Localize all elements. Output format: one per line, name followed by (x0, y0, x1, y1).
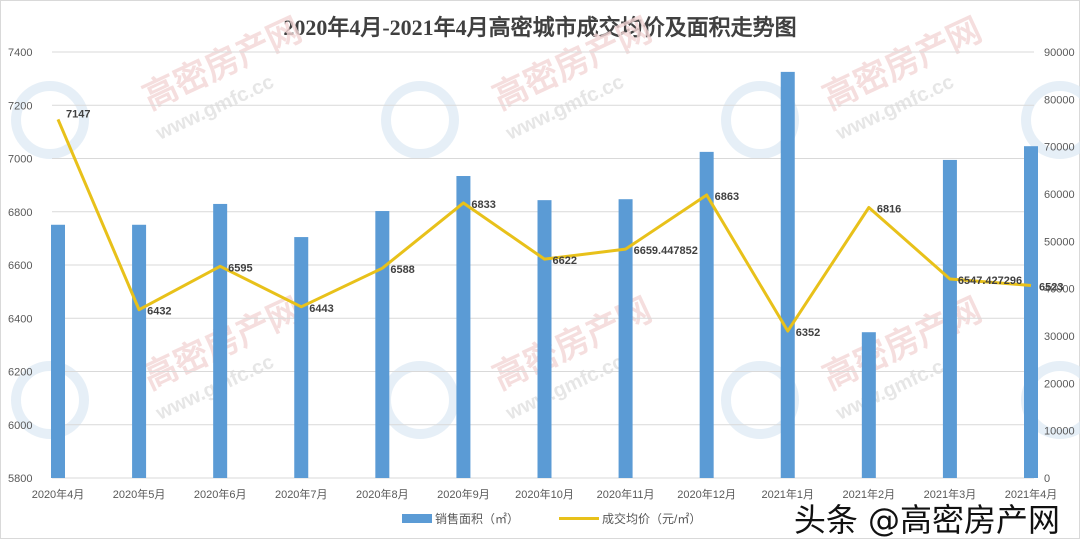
data-label-avg-price: 6352 (796, 327, 820, 339)
watermark-logo-icon (1021, 81, 1080, 159)
x-axis-category-label: 2020年5月 (113, 487, 166, 501)
bar-sales-area[interactable] (375, 211, 390, 479)
legend-bar-swatch (402, 514, 432, 523)
data-label-avg-price: 6863 (715, 191, 739, 203)
data-label-avg-price: 6443 (309, 303, 333, 315)
bar-sales-area[interactable] (780, 71, 795, 478)
x-axis-category-label: 2021年2月 (843, 487, 896, 501)
data-label-avg-price: 6547.427296 (958, 275, 1022, 287)
line-avg-price[interactable] (56, 118, 1032, 333)
data-label-avg-price: 6432 (147, 306, 171, 318)
x-axis-category-label: 2020年11月 (597, 487, 655, 501)
right-axis-tick-label: 10000 (1044, 426, 1075, 438)
bar-sales-area[interactable] (132, 224, 147, 478)
bar-sales-area[interactable] (1024, 146, 1038, 478)
data-label-avg-price: 6622 (553, 255, 577, 267)
bar-sales-area[interactable] (294, 237, 309, 478)
legend-line-swatch (559, 517, 600, 520)
watermark-logo-icon (381, 361, 459, 439)
left-axis-tick-label: 6600 (8, 260, 32, 272)
data-label-avg-price: 6816 (877, 203, 901, 215)
x-axis-category-label: 2021年1月 (761, 487, 814, 501)
data-label-avg-price: 6523 (1039, 282, 1063, 294)
legend-bar-label: 销售面积（㎡） (435, 512, 520, 526)
right-axis-tick-label: 30000 (1044, 331, 1075, 343)
x-axis-category-label: 2020年10月 (515, 487, 574, 501)
right-axis-tick-label: 40000 (1044, 284, 1075, 296)
left-axis-tick-label: 6800 (8, 207, 32, 219)
legend-line-label: 成交均价（元/㎡） (602, 512, 702, 526)
bar-sales-area[interactable] (942, 159, 957, 479)
chart-legend: 销售面积（㎡） 成交均价（元/㎡） (402, 510, 701, 527)
left-axis-tick-label: 7400 (8, 47, 32, 59)
watermark-logo-icon (11, 81, 89, 159)
x-axis-category-label: 2020年9月 (437, 487, 490, 501)
right-axis-tick-label: 60000 (1044, 189, 1075, 201)
left-axis-tick-label: 7200 (8, 100, 32, 112)
bar-sales-area[interactable] (456, 176, 471, 478)
bar-sales-area[interactable] (213, 203, 228, 478)
right-axis-tick-label: 50000 (1044, 236, 1075, 248)
left-axis-tick-label: 6400 (8, 313, 32, 325)
x-axis-category-label: 2020年8月 (356, 487, 409, 501)
right-axis-tick-label: 70000 (1044, 142, 1075, 154)
left-axis-tick-label: 6000 (8, 420, 32, 432)
watermark-logo-icon (11, 361, 89, 439)
left-axis-tick-label: 6200 (8, 367, 32, 379)
right-axis-tick-label: 0 (1044, 473, 1050, 485)
bar-sales-area[interactable] (861, 332, 876, 478)
data-label-avg-price: 6833 (471, 199, 495, 211)
data-label-avg-price: 6659.447852 (634, 245, 698, 257)
data-label-avg-price: 6595 (228, 262, 252, 274)
x-axis-category-label: 2021年4月 (1005, 487, 1058, 501)
x-axis-category-label: 2021年3月 (924, 487, 977, 501)
x-axis-category-label: 2020年12月 (677, 487, 736, 501)
left-axis-tick-label: 7000 (8, 154, 32, 166)
x-axis-category-label: 2020年7月 (275, 487, 328, 501)
data-label-avg-price: 6588 (390, 264, 414, 276)
right-axis-tick-label: 90000 (1044, 47, 1075, 59)
x-axis-category-label: 2020年4月 (32, 487, 85, 501)
chart-title: 2020年4月-2021年4月高密城市成交均价及面积走势图 (283, 15, 797, 40)
watermark-logo-icon (381, 81, 459, 159)
x-axis-category-label: 2020年6月 (194, 487, 247, 501)
right-axis-tick-label: 80000 (1044, 94, 1075, 106)
credit-watermark: 头条 @高密房产网 (793, 501, 1060, 539)
left-axis-tick-label: 5800 (8, 473, 32, 485)
bar-sales-area[interactable] (51, 224, 65, 478)
bar-sales-area[interactable] (699, 151, 714, 478)
bar-sales-area[interactable] (618, 199, 633, 478)
right-axis-tick-label: 20000 (1044, 378, 1075, 390)
data-label-avg-price: 7147 (66, 108, 90, 120)
bar-sales-area[interactable] (537, 200, 552, 479)
